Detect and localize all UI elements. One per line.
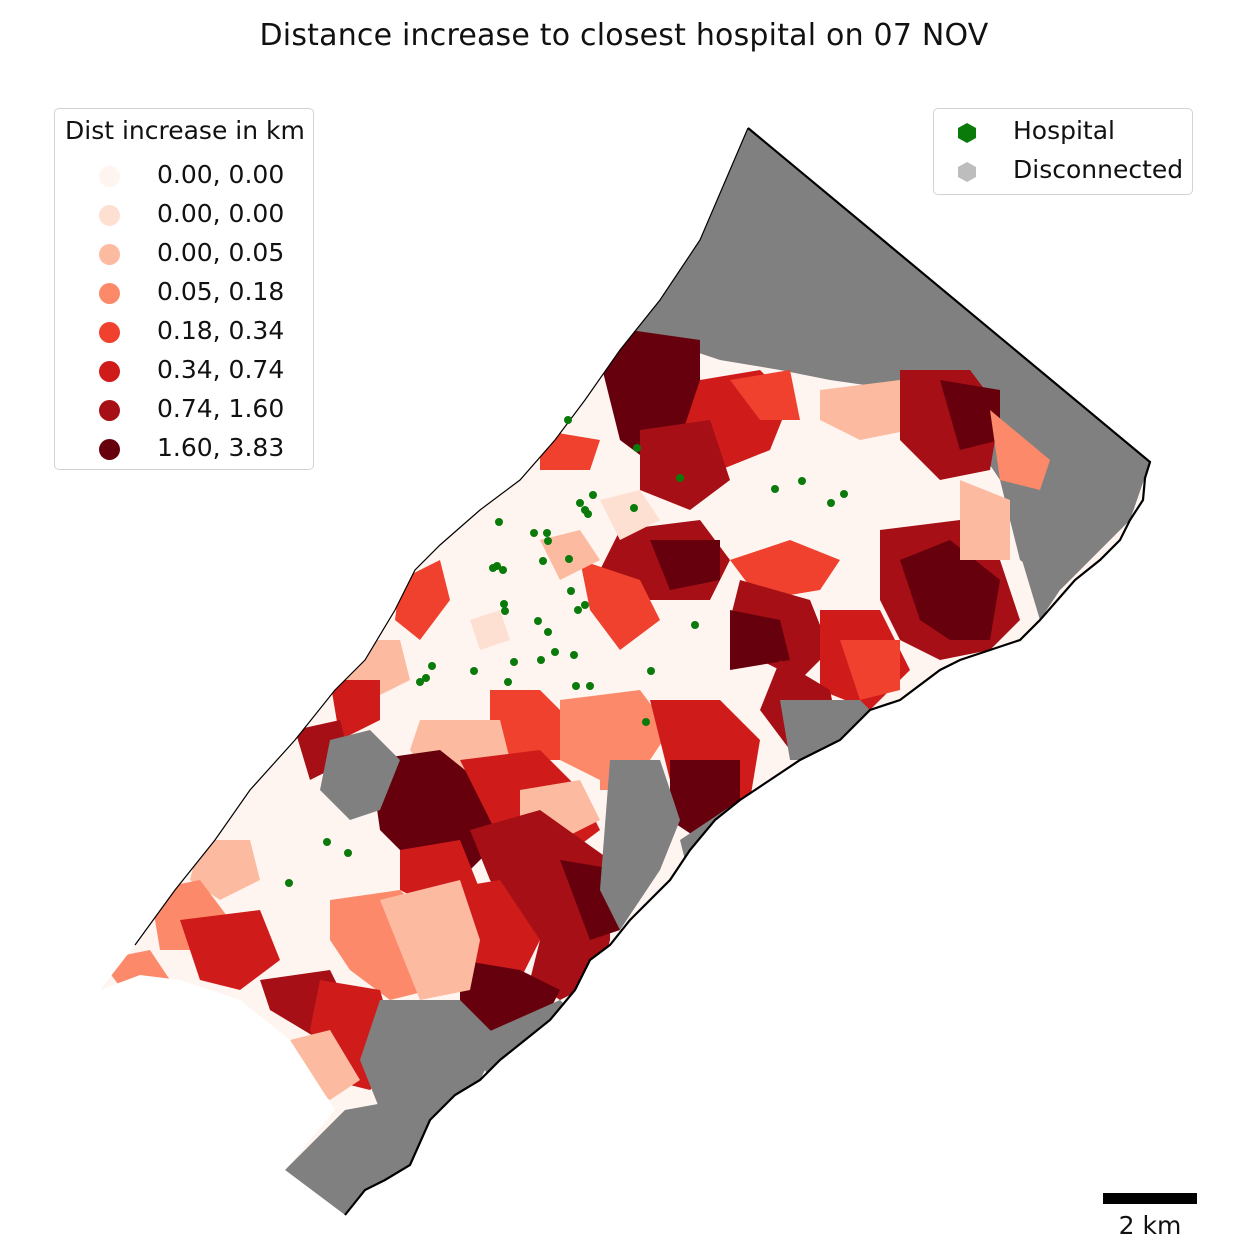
legend-label: 0.00, 0.00 bbox=[157, 199, 285, 228]
hospital-marker bbox=[576, 499, 584, 507]
distance-legend: Dist increase in km 0.00, 0.00 0.00, 0.0… bbox=[54, 108, 314, 470]
legend-entry: 0.05, 0.18 bbox=[55, 276, 313, 310]
hospital-marker bbox=[570, 651, 578, 659]
hospital-marker bbox=[416, 678, 424, 686]
hospital-marker bbox=[676, 474, 684, 482]
hospital-marker bbox=[798, 477, 806, 485]
city-boundary bbox=[344, 127, 1152, 1216]
hospital-marker bbox=[501, 607, 509, 615]
hospital-marker bbox=[840, 490, 848, 498]
hospital-marker bbox=[534, 617, 542, 625]
hospital-marker bbox=[539, 557, 547, 565]
hospital-marker bbox=[564, 416, 572, 424]
legend-entry: 0.00, 0.00 bbox=[55, 159, 313, 193]
hospital-marker bbox=[827, 499, 835, 507]
legend-entry: 0.34, 0.74 bbox=[55, 354, 313, 388]
legend-swatch bbox=[99, 439, 120, 460]
hospital-marker bbox=[537, 656, 545, 664]
hospital-marker bbox=[495, 518, 503, 526]
hospital-marker bbox=[691, 621, 699, 629]
legend-label: Hospital bbox=[1013, 116, 1116, 145]
hospital-marker bbox=[584, 510, 592, 518]
legend-swatch bbox=[99, 400, 120, 421]
hospital-marker bbox=[647, 667, 655, 675]
scale-bar-label: 2 km bbox=[1118, 1211, 1182, 1240]
hospital-marker bbox=[323, 838, 331, 846]
legend-swatch bbox=[99, 361, 120, 382]
hospital-marker bbox=[500, 600, 508, 608]
disconnected-hexagon-icon bbox=[958, 162, 976, 182]
legend-entry: 1.60, 3.83 bbox=[55, 432, 313, 466]
hospital-markers bbox=[285, 416, 848, 887]
hospital-marker bbox=[630, 504, 638, 512]
hospital-marker bbox=[574, 606, 582, 614]
legend-label: 0.05, 0.18 bbox=[157, 277, 285, 306]
legend-swatch bbox=[99, 322, 120, 343]
point-legend: Hospital Disconnected bbox=[933, 108, 1193, 195]
legend-swatch bbox=[99, 166, 120, 187]
legend-label: 0.74, 1.60 bbox=[157, 394, 285, 423]
legend-entry-disconnected: Disconnected bbox=[934, 154, 1192, 188]
hospital-marker bbox=[581, 601, 589, 609]
hospital-marker bbox=[642, 718, 650, 726]
legend-swatch bbox=[99, 205, 120, 226]
hospital-marker bbox=[551, 648, 559, 656]
legend-label: 0.18, 0.34 bbox=[157, 316, 285, 345]
legend-label: 1.60, 3.83 bbox=[157, 433, 285, 462]
hospital-marker bbox=[499, 566, 507, 574]
hospital-marker bbox=[470, 667, 478, 675]
hospital-marker bbox=[567, 587, 575, 595]
hospital-marker bbox=[586, 682, 594, 690]
scale-bar bbox=[1103, 1193, 1197, 1204]
hospital-marker bbox=[543, 529, 551, 537]
legend-swatch bbox=[99, 283, 120, 304]
hospital-marker bbox=[572, 682, 580, 690]
legend-title: Dist increase in km bbox=[65, 116, 305, 145]
hospital-marker bbox=[544, 537, 552, 545]
legend-swatch bbox=[99, 244, 120, 265]
legend-label: 0.00, 0.00 bbox=[157, 160, 285, 189]
hospital-marker bbox=[344, 849, 352, 857]
hospital-marker bbox=[285, 879, 293, 887]
hospital-marker bbox=[530, 529, 538, 537]
legend-entry: 0.74, 1.60 bbox=[55, 393, 313, 427]
legend-label: 0.00, 0.05 bbox=[157, 238, 285, 267]
map-title: Distance increase to closest hospital on… bbox=[259, 18, 989, 53]
legend-entry: 0.00, 0.05 bbox=[55, 237, 313, 271]
legend-label: Disconnected bbox=[1013, 155, 1184, 184]
legend-entry: 0.18, 0.34 bbox=[55, 315, 313, 349]
hospital-marker bbox=[489, 564, 497, 572]
hospital-marker bbox=[633, 444, 641, 452]
legend-label: 0.34, 0.74 bbox=[157, 355, 285, 384]
hospital-marker bbox=[565, 555, 573, 563]
hospital-marker bbox=[589, 491, 597, 499]
hospital-marker bbox=[771, 485, 779, 493]
hospital-hexagon-icon bbox=[958, 123, 976, 143]
hospital-marker bbox=[544, 628, 552, 636]
hospital-marker bbox=[510, 658, 518, 666]
hospital-marker bbox=[428, 662, 436, 670]
hospital-marker bbox=[504, 678, 512, 686]
legend-entry: 0.00, 0.00 bbox=[55, 198, 313, 232]
city-boundary-west bbox=[134, 127, 749, 946]
legend-entry-hospital: Hospital bbox=[934, 115, 1192, 149]
hospital-marker bbox=[422, 674, 430, 682]
